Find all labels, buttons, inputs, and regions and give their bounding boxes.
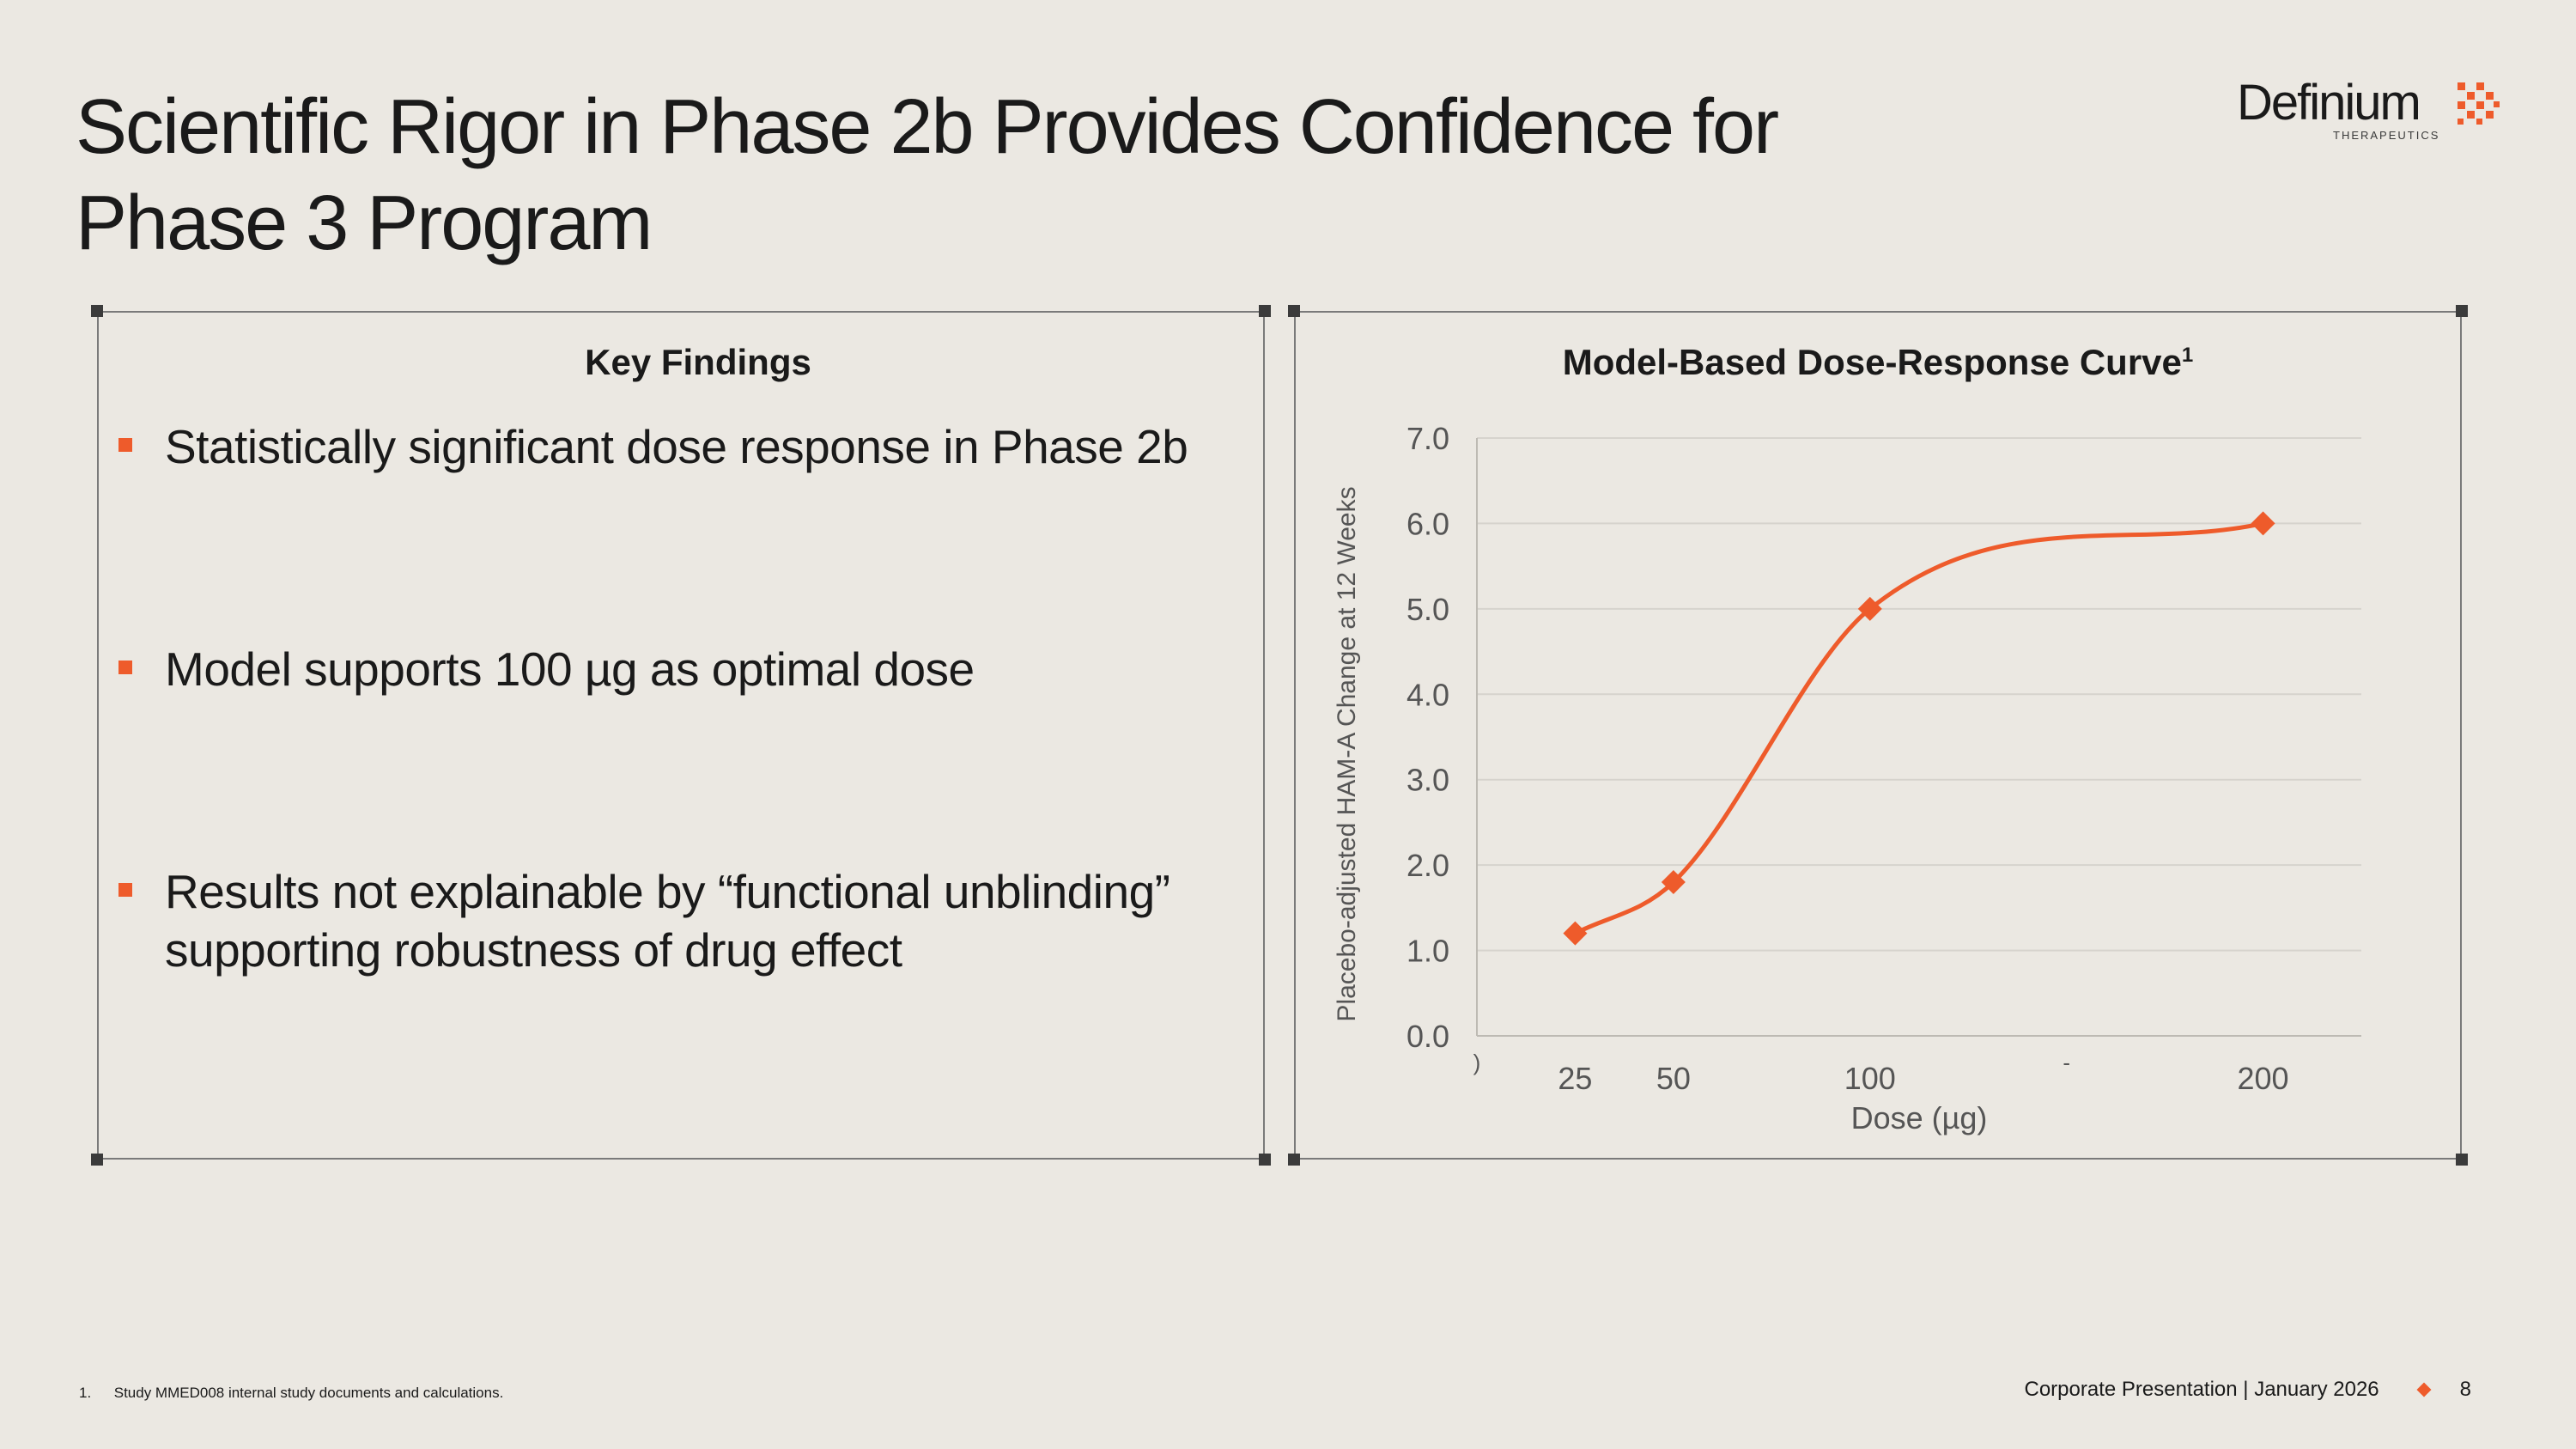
y-tick-label: 7.0: [1406, 421, 1449, 456]
chart-title-text: Model-Based Dose-Response Curve: [1562, 342, 2182, 382]
bullet-square-icon: [118, 438, 132, 452]
panel-corner-marker: [91, 1154, 103, 1166]
panel-corner-marker: [2456, 305, 2468, 317]
footnote-text: Study MMED008 internal study documents a…: [113, 1385, 504, 1401]
slide-title: Scientific Rigor in Phase 2b Provides Co…: [76, 79, 1965, 271]
x-tick-label: -: [2063, 1050, 2070, 1075]
data-point-marker: [1661, 870, 1686, 895]
data-point-marker: [1857, 596, 1882, 621]
page-number: 8: [2459, 1378, 2471, 1401]
chart-title-superscript: 1: [2181, 344, 2194, 367]
x-tick-label: 100: [1844, 1061, 1896, 1096]
footnote-number: 1.: [79, 1385, 92, 1401]
company-logo: Definium THERAPEUTICS: [2237, 76, 2503, 144]
y-tick-label: 2.0: [1406, 848, 1449, 883]
finding-text-line1: Results not explainable by “functional u…: [165, 865, 1170, 918]
x-tick-label: 25: [1558, 1061, 1592, 1096]
key-findings-heading: Key Findings: [585, 342, 811, 382]
y-tick-label: 5.0: [1406, 592, 1449, 627]
key-findings-list: Statistically significant dose response …: [118, 417, 1252, 1143]
x-tick-label: 50: [1656, 1061, 1691, 1096]
data-point-marker: [2251, 511, 2275, 536]
panel-corner-marker: [2456, 1154, 2468, 1166]
finding-text: Model supports 100 µg as optimal dose: [165, 642, 975, 696]
x-axis-title: Dose (µg): [1851, 1100, 1988, 1135]
y-tick-label: 3.0: [1406, 763, 1449, 798]
bullet-square-icon: [118, 883, 132, 897]
list-item: Model supports 100 µg as optimal dose: [118, 640, 1252, 698]
key-findings-panel: [97, 311, 1265, 1160]
finding-text: Statistically significant dose response …: [165, 420, 1188, 473]
logo-subtitle: THERAPEUTICS: [2333, 129, 2440, 142]
panel-corner-marker: [1259, 1154, 1271, 1166]
chart-title: Model-Based Dose-Response Curve1: [1294, 342, 2462, 383]
panel-corner-marker: [1259, 305, 1271, 317]
y-tick-label: 0.0: [1406, 1019, 1449, 1054]
y-axis-title: Placebo-adjusted HAM-A Change at 12 Week…: [1333, 486, 1361, 1021]
footnote: 1. Study MMED008 internal study document…: [79, 1385, 503, 1402]
x-tick-label: ): [1473, 1050, 1481, 1075]
slide-title-line1: Scientific Rigor in Phase 2b Provides Co…: [76, 84, 1779, 170]
list-item: Results not explainable by “functional u…: [118, 862, 1252, 979]
panel-corner-marker: [1288, 1154, 1300, 1166]
data-point-marker: [1563, 921, 1588, 946]
logo-dots-icon: [2458, 82, 2500, 125]
diamond-icon: [2416, 1382, 2432, 1397]
x-tick-label: 200: [2238, 1061, 2289, 1096]
y-tick-label: 6.0: [1406, 506, 1449, 541]
slide-title-line2: Phase 3 Program: [76, 180, 653, 266]
y-tick-label: 4.0: [1406, 677, 1449, 712]
logo-wordmark: Definium: [2237, 75, 2421, 131]
series-line: [1574, 521, 2264, 935]
bullet-square-icon: [118, 661, 132, 674]
footer-text: Corporate Presentation | January 2026: [2024, 1378, 2379, 1401]
y-tick-label: 1.0: [1406, 934, 1449, 969]
dose-response-chart: 0.0 1.0 2.0 3.0 4.0 5.0 6.0 7.0) 25 50 100 - 200 Dose…: [1333, 421, 2361, 1135]
dose-response-panel: [1294, 311, 2462, 1160]
finding-text-line2: supporting robustness of drug effect: [165, 923, 902, 977]
panel-corner-marker: [1288, 305, 1300, 317]
list-item: Statistically significant dose response …: [118, 417, 1252, 476]
slide-footer: Corporate Presentation | January 2026 8: [2024, 1378, 2471, 1402]
panel-corner-marker: [91, 305, 103, 317]
